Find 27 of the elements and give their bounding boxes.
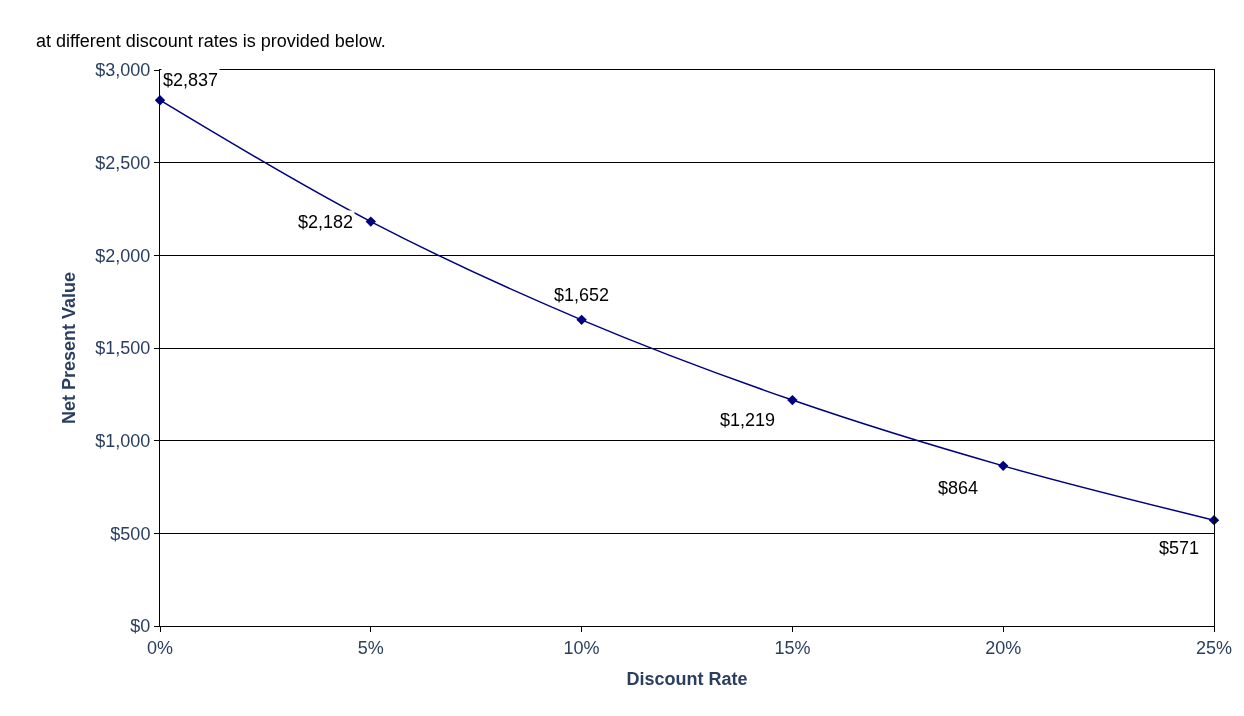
- data-label: $2,182: [298, 212, 354, 232]
- point: [365, 216, 376, 227]
- point: [576, 314, 587, 326]
- y-tick-label: $1,000: [95, 430, 151, 451]
- x-tick-label: 0%: [146, 637, 174, 658]
- data-label: $1,219: [720, 410, 776, 430]
- x-tick-label: 5%: [357, 637, 384, 658]
- data-label: $1,652: [554, 285, 610, 305]
- y-tick-label: $2,500: [95, 152, 151, 173]
- x-tick-label: 10%: [563, 637, 600, 658]
- y-tick-label: $500: [110, 523, 151, 544]
- y-tick-label: $2,000: [95, 245, 151, 266]
- point: [787, 394, 798, 406]
- x-tick-label: 15%: [774, 637, 811, 658]
- x-tick-label: 25%: [1195, 637, 1233, 658]
- x-tick-label: 20%: [985, 637, 1022, 658]
- data-label: $864: [938, 478, 979, 498]
- data-label: $2,837: [163, 70, 219, 90]
- y-tick-label: $1,500: [95, 338, 151, 359]
- y-tick-label: $0: [130, 616, 151, 637]
- y-tick-label: $3,000: [95, 60, 151, 81]
- point: [998, 460, 1009, 472]
- x-axis-title: Discount Rate: [626, 668, 748, 689]
- y-axis-title: Net Present Value: [58, 271, 79, 425]
- text: at different discount rates is provided below.: [36, 31, 386, 51]
- data-label: $571: [1159, 538, 1200, 558]
- point: [1208, 514, 1220, 526]
